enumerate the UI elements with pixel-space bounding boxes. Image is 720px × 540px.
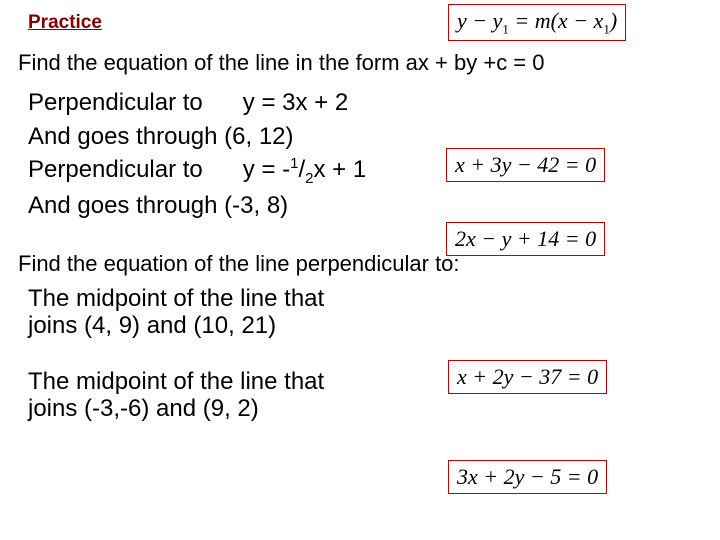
- problem-2-frac-num: 1: [290, 155, 298, 172]
- answer-box-4: 3x + 2y − 5 = 0: [448, 460, 607, 494]
- problem-2-prefix: Perpendicular to: [28, 156, 203, 183]
- problem-2-eq-prefix: y = -: [243, 156, 290, 183]
- answer-4: 3x + 2y − 5 = 0: [457, 464, 598, 489]
- answer-2: 2x − y + 14 = 0: [455, 226, 596, 251]
- answer-box-2: 2x − y + 14 = 0: [446, 222, 605, 256]
- point-slope-formula: y − y1 = m(x − x1): [457, 8, 617, 33]
- problem-2-point: And goes through (-3, 8): [28, 189, 702, 223]
- instruction-1: Find the equation of the line in the for…: [18, 50, 702, 76]
- problem-2-frac-den: 2: [305, 170, 313, 187]
- midpoint-1-line2: joins (4, 9) and (10, 21): [28, 312, 702, 340]
- midpoint-1-line1: The midpoint of the line that: [28, 285, 702, 313]
- answer-3: x + 2y − 37 = 0: [457, 364, 598, 389]
- point-slope-formula-box: y − y1 = m(x − x1): [448, 4, 626, 41]
- problem-2-eq-suffix: x + 1: [314, 156, 367, 183]
- midpoint-2-line2: joins (-3,-6) and (9, 2): [28, 395, 702, 423]
- answer-1: x + 3y − 42 = 0: [455, 152, 596, 177]
- problem-1: Perpendicular to y = 3x + 2: [28, 86, 702, 120]
- answer-box-3: x + 2y − 37 = 0: [448, 360, 607, 394]
- problem-1-prefix: Perpendicular to: [28, 89, 203, 116]
- answer-box-1: x + 3y − 42 = 0: [446, 148, 605, 182]
- problem-1-equation: y = 3x + 2: [243, 89, 348, 116]
- midpoint-problem-1: The midpoint of the line that joins (4, …: [28, 285, 702, 340]
